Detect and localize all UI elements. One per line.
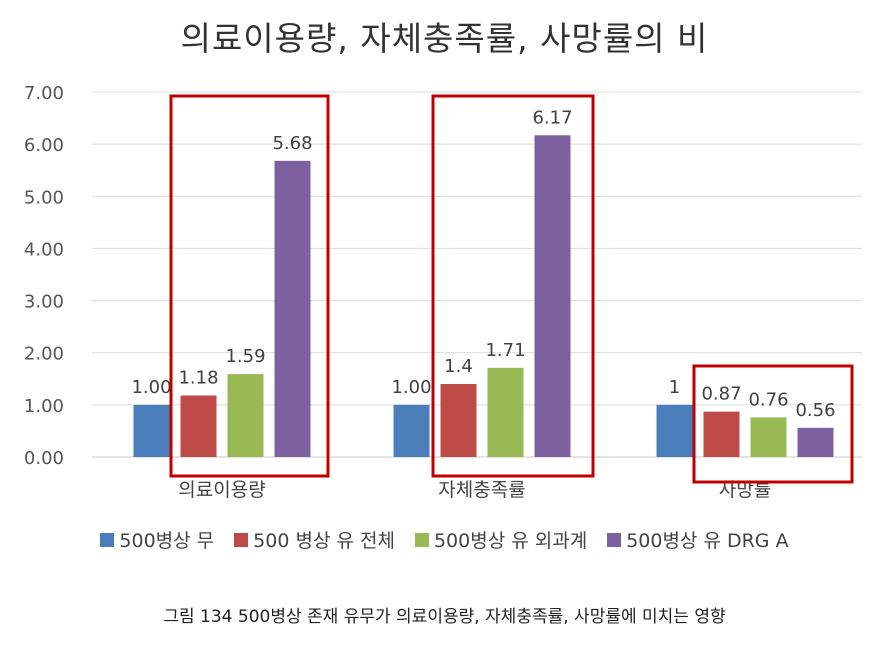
bar — [797, 427, 834, 457]
data-label: 6.17 — [532, 107, 572, 128]
legend-item: 500 병상 유 전체 — [234, 526, 395, 553]
chart-legend: 500병상 무 500 병상 유 전체 500병상 유 외과계 500병상 유 DRG… — [0, 526, 889, 553]
data-label: 1 — [669, 377, 680, 398]
legend-item: 500병상 무 — [100, 526, 214, 553]
bar-chart: 0.00 1.00 2.00 3.00 4.00 5.00 6.00 7.00 1.00 1.18… — [24, 83, 862, 501]
y-tick-label: 0.00 — [24, 448, 64, 469]
legend-label: 500병상 유 외과계 — [433, 530, 588, 552]
data-label: 1.71 — [485, 340, 525, 361]
data-label: 1.00 — [391, 377, 431, 398]
y-tick-label: 5.00 — [24, 187, 64, 208]
bar — [227, 374, 264, 457]
bar — [534, 135, 571, 457]
legend-label: 500병상 무 — [119, 530, 215, 552]
y-tick-label: 1.00 — [24, 396, 64, 417]
bar — [656, 404, 693, 457]
legend-swatch — [234, 532, 249, 547]
figure-caption: 그림 134 500병상 존재 유무가 의료이용량, 자체충족률, 사망률에 미… — [163, 607, 726, 627]
data-label: 1.18 — [178, 367, 218, 388]
x-tick-label: 자체충족률 — [438, 479, 525, 501]
bar — [393, 404, 430, 457]
data-label: 0.56 — [795, 400, 835, 421]
legend-swatch — [100, 532, 115, 547]
legend-label: 500 병상 유 전체 — [253, 530, 395, 552]
data-label: 1.00 — [131, 377, 171, 398]
data-label: 1.59 — [225, 346, 265, 367]
bar — [440, 384, 477, 457]
bar — [487, 367, 524, 457]
data-label: 0.87 — [701, 384, 741, 405]
highlight-box — [169, 94, 330, 478]
data-label: 0.76 — [748, 389, 788, 410]
legend-item: 500병상 유 외과계 — [414, 526, 588, 553]
bar — [274, 160, 311, 458]
data-label: 5.68 — [272, 133, 312, 154]
bar — [180, 395, 217, 457]
data-label: 1.4 — [444, 356, 473, 377]
x-tick-label: 사망률 — [719, 479, 771, 501]
y-tick-label: 6.00 — [24, 135, 64, 156]
y-tick-label: 7.00 — [24, 83, 64, 104]
highlight-box — [692, 364, 854, 484]
legend-swatch — [607, 532, 622, 547]
legend-item: 500병상 유 DRG A — [607, 526, 789, 553]
bar — [703, 411, 740, 457]
legend-swatch — [414, 532, 429, 547]
legend-label: 500병상 유 DRG A — [626, 530, 789, 552]
bar — [133, 404, 170, 457]
chart-title: 의료이용량, 자체충족률, 사망률의 비 — [180, 19, 709, 58]
y-tick-label: 2.00 — [24, 344, 64, 365]
bar — [750, 417, 787, 457]
y-tick-label: 3.00 — [24, 292, 64, 313]
highlight-box — [431, 94, 595, 478]
x-tick-label: 의료이용량 — [178, 479, 265, 501]
y-tick-label: 4.00 — [24, 239, 64, 260]
